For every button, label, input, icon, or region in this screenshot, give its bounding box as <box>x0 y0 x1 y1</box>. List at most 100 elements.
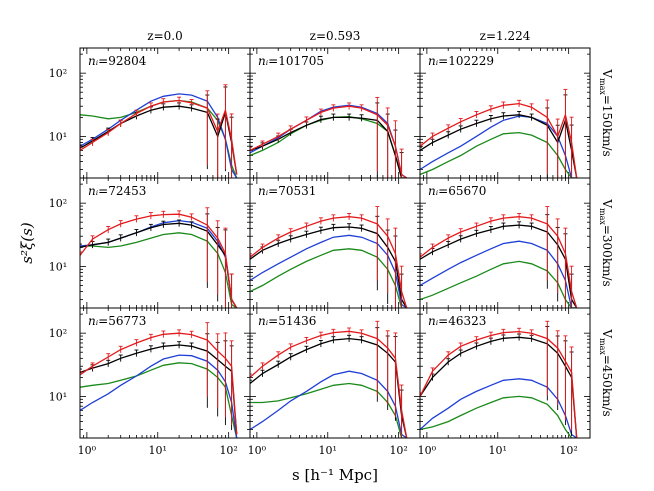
row-label: Vmax=450km/s <box>598 328 614 416</box>
panel-label: nᵢ=56773 <box>88 314 146 328</box>
panel-label-count: 65670 <box>448 184 486 198</box>
series-group <box>80 207 238 308</box>
panel-label: nᵢ=51436 <box>258 314 316 328</box>
panel-r2-c2: nᵢ=46323 10⁰ 10¹ 10² <box>418 307 591 457</box>
panel-label-prefix: nᵢ= <box>258 54 278 68</box>
series-line-green <box>420 131 577 178</box>
panel-label-count: 56773 <box>108 314 146 328</box>
figure-labels: z=0.0 z=0.593 z=1.224Vmax=150km/sVmax=300k… <box>18 29 614 484</box>
x-tick-label: 10² <box>559 444 577 457</box>
panel-label-count: 101705 <box>278 54 324 68</box>
panel-label-prefix: nᵢ= <box>258 314 278 328</box>
panel-label-count: 70531 <box>278 184 316 198</box>
column-title: z=1.224 <box>480 29 531 43</box>
panel-label-count: 102229 <box>448 54 494 68</box>
panel-label-count: 46323 <box>448 314 486 328</box>
series-line-green <box>420 260 577 308</box>
x-tick-label: 10¹ <box>149 444 167 457</box>
series-line-black <box>250 226 408 308</box>
panel-r1-c0: nᵢ=72453 10¹ 10² <box>49 177 251 309</box>
series-line-black <box>80 344 238 435</box>
series-line-red <box>250 105 408 178</box>
series-line-black <box>250 337 408 438</box>
panel-label-prefix: nᵢ= <box>88 314 108 328</box>
row-label-pre: V <box>600 198 614 208</box>
series-line-red <box>80 99 238 175</box>
panel-label-count: 51436 <box>278 314 316 328</box>
panel-label-prefix: nᵢ= <box>428 184 448 198</box>
row-label-sub: max <box>598 208 607 225</box>
series-line-blue <box>420 378 578 438</box>
panel-label: nᵢ=102229 <box>428 54 494 68</box>
panel-label: nᵢ=70531 <box>258 184 316 198</box>
series-line-green <box>250 248 407 308</box>
series-line-blue <box>250 370 408 438</box>
x-tick-label: 10⁰ <box>248 444 267 457</box>
panel-label: nᵢ=92804 <box>88 54 147 68</box>
series-line-green <box>80 99 238 178</box>
series-line-blue <box>80 93 238 178</box>
row-label-sub: max <box>598 78 607 95</box>
panel-label: nᵢ=65670 <box>428 184 486 198</box>
row-label-post: =150km/s <box>600 95 614 157</box>
series-group <box>80 84 238 178</box>
row-label-post: =450km/s <box>600 355 614 417</box>
series-line-blue <box>250 234 408 308</box>
y-tick-label: 10¹ <box>49 260 67 273</box>
panel-label-prefix: nᵢ= <box>88 184 108 198</box>
series-group <box>420 88 578 178</box>
panel-label-prefix: nᵢ= <box>428 54 448 68</box>
x-tick-label: 10² <box>389 444 407 457</box>
panel-label: nᵢ=72453 <box>88 184 146 198</box>
panel-r1-c2: nᵢ=65670 <box>419 177 591 309</box>
series-group <box>420 320 578 438</box>
series-line-red <box>250 216 408 308</box>
panel-r2-c1: nᵢ=51436 10⁰ 10¹ 10² <box>248 307 421 457</box>
series-line-green <box>250 382 407 438</box>
x-tick-label: 10¹ <box>489 444 507 457</box>
row-label: Vmax=150km/s <box>598 68 614 156</box>
series-line-black <box>420 114 578 178</box>
series-line-green <box>80 232 238 308</box>
series-line-red <box>250 330 408 438</box>
series-group <box>250 320 408 438</box>
series-group <box>250 96 408 178</box>
series-line-red <box>420 216 578 308</box>
panel-label-count: 92804 <box>108 54 147 68</box>
row-label-pre: V <box>600 328 614 338</box>
x-tick-label: 10⁰ <box>78 444 97 457</box>
series-line-black <box>250 116 407 178</box>
panel-r2-c0: nᵢ=56773 10¹ 10² 10⁰ 10¹ 10² <box>49 307 251 457</box>
series-line-black <box>80 222 238 308</box>
column-title: z=0.0 <box>147 29 182 43</box>
panel-r1-c1: nᵢ=70531 <box>249 177 421 309</box>
y-tick-label: 10¹ <box>49 130 67 143</box>
column-title: z=0.593 <box>310 29 361 43</box>
series-line-blue <box>80 219 238 308</box>
series-line-blue <box>80 354 238 438</box>
y-axis-label: s²ξ(s) <box>18 222 36 264</box>
row-label: Vmax=300km/s <box>598 198 614 286</box>
row-label-sub: max <box>598 338 607 355</box>
series-line-black <box>420 224 578 308</box>
panel-label-prefix: nᵢ= <box>88 54 108 68</box>
series-group <box>250 206 408 308</box>
series-line-blue <box>420 240 577 308</box>
series-line-black <box>420 336 578 438</box>
panel-r0-c0: nᵢ=92804 10¹ 10² <box>49 47 251 179</box>
panel-label-prefix: nᵢ= <box>428 314 448 328</box>
y-tick-label: 10² <box>49 327 67 340</box>
y-tick-label: 10¹ <box>49 390 67 403</box>
panel-label: nᵢ=101705 <box>258 54 324 68</box>
series-line-red <box>420 330 578 438</box>
x-tick-label: 10⁰ <box>418 444 437 457</box>
panel-label-prefix: nᵢ= <box>258 184 278 198</box>
series-line-green <box>80 362 238 438</box>
series-line-black <box>80 105 238 175</box>
series-line-red <box>80 332 238 435</box>
y-tick-label: 10² <box>49 197 67 210</box>
series-line-red <box>420 102 578 178</box>
series-line-red <box>80 213 238 308</box>
